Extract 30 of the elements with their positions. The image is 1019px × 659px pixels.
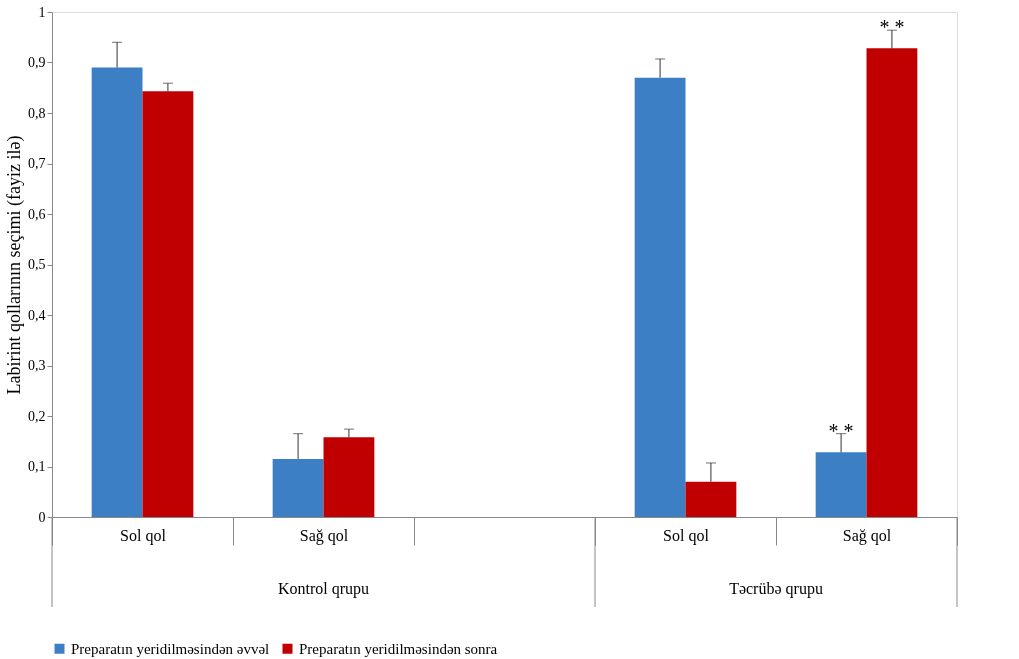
legend-label: Preparatın yeridilməsindən əvvəl: [71, 640, 270, 657]
bar: [866, 48, 918, 517]
y-tick-label: 0,8: [28, 105, 46, 121]
y-tick-label: 0,6: [28, 206, 46, 222]
y-tick-label: 1: [38, 4, 46, 20]
y-tick-label: 0,7: [28, 156, 46, 171]
annotation: * *: [879, 16, 905, 39]
annotation: * *: [828, 419, 854, 442]
y-tick-label: 0,2: [28, 408, 46, 424]
bar: [685, 481, 737, 517]
bar: [815, 452, 867, 517]
legend-label: Preparatın yeridilməsindən sonra: [299, 640, 498, 657]
y-tick-label: 0,5: [28, 257, 46, 272]
bar: [272, 458, 324, 517]
text: Təcrübə qrupu: [729, 580, 823, 598]
x-tick-label: Sol qol: [663, 526, 710, 545]
y-tick-label: 0,9: [28, 55, 46, 70]
x-tick-label: Sol qol: [120, 526, 167, 545]
y-tick-label: 0,3: [28, 358, 46, 373]
bar: [142, 91, 194, 517]
x-tick-label: Sağ qol: [842, 526, 892, 545]
y-tick-label: 0: [38, 509, 46, 525]
bar: [91, 67, 143, 517]
bar: [323, 437, 375, 517]
text: Kontrol qrupu: [277, 580, 370, 598]
x-tick-label: Sağ qol: [299, 526, 349, 545]
y-axis-title: Labirint qollarının seçimi (fayiz ilə): [4, 135, 25, 395]
y-tick-label: 0,1: [28, 459, 46, 474]
y-tick-label: 0,4: [28, 307, 46, 323]
bar: [634, 77, 686, 517]
